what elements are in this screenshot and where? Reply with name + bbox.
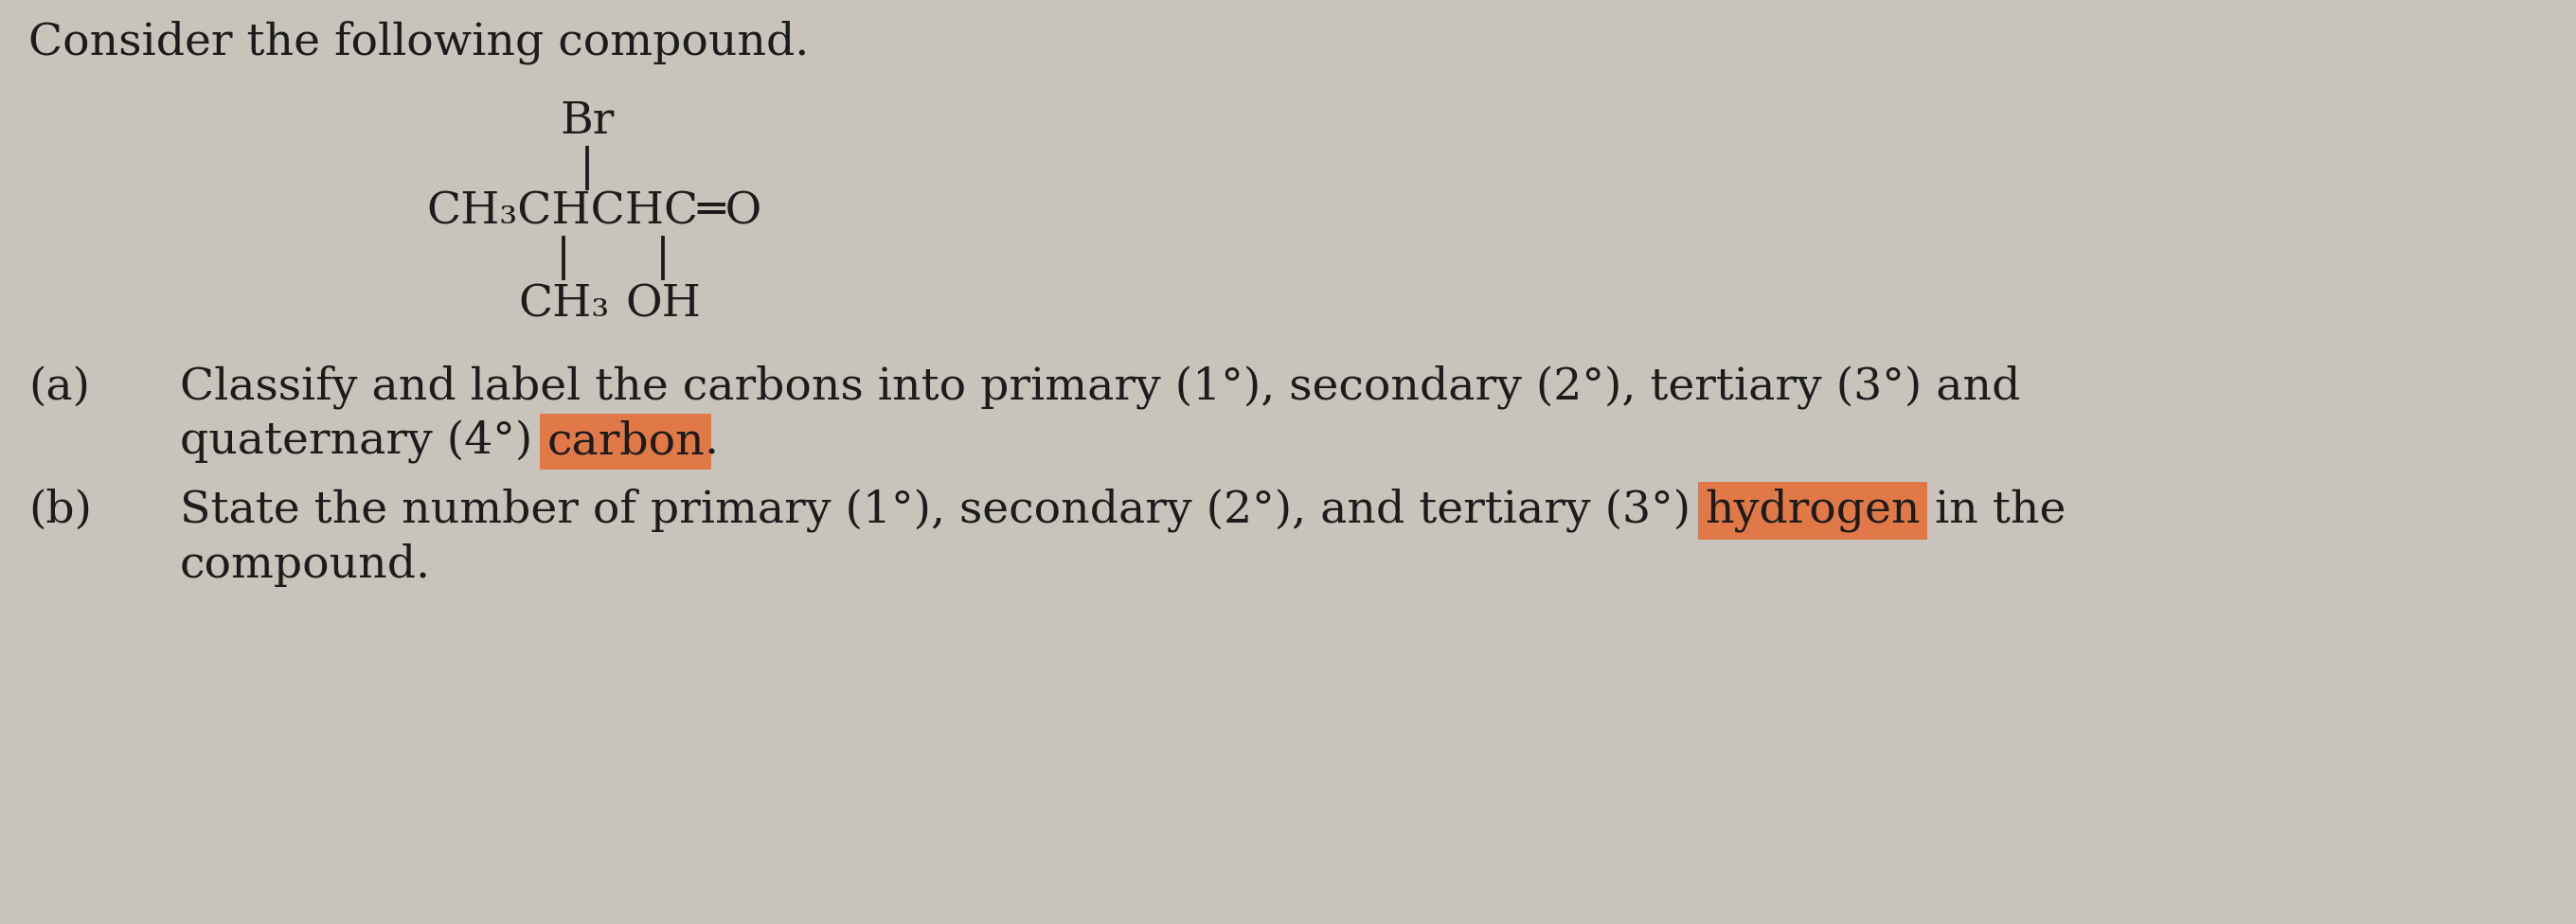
Text: OH: OH bbox=[626, 283, 701, 326]
Text: Br: Br bbox=[559, 101, 613, 143]
Text: quaternary (4°): quaternary (4°) bbox=[180, 420, 546, 464]
Text: CH₃CHCHC═O: CH₃CHCHC═O bbox=[425, 190, 762, 233]
Text: State the number of primary (1°), secondary (2°), and tertiary (3°): State the number of primary (1°), second… bbox=[180, 489, 1705, 532]
Text: |: | bbox=[556, 236, 572, 280]
Text: |: | bbox=[654, 236, 670, 280]
Text: CH₃: CH₃ bbox=[518, 283, 608, 326]
Text: Consider the following compound.: Consider the following compound. bbox=[28, 20, 809, 64]
Text: compound.: compound. bbox=[180, 543, 430, 587]
Text: (a): (a) bbox=[28, 365, 90, 408]
Text: hydrogen: hydrogen bbox=[1705, 489, 1919, 532]
Text: carbon: carbon bbox=[546, 420, 706, 463]
Text: (b): (b) bbox=[28, 489, 93, 531]
Text: |: | bbox=[580, 146, 595, 190]
Text: in the: in the bbox=[1919, 489, 2066, 531]
Text: Classify and label the carbons into primary (1°), secondary (2°), tertiary (3°) : Classify and label the carbons into prim… bbox=[180, 365, 2020, 409]
Text: .: . bbox=[706, 420, 719, 463]
